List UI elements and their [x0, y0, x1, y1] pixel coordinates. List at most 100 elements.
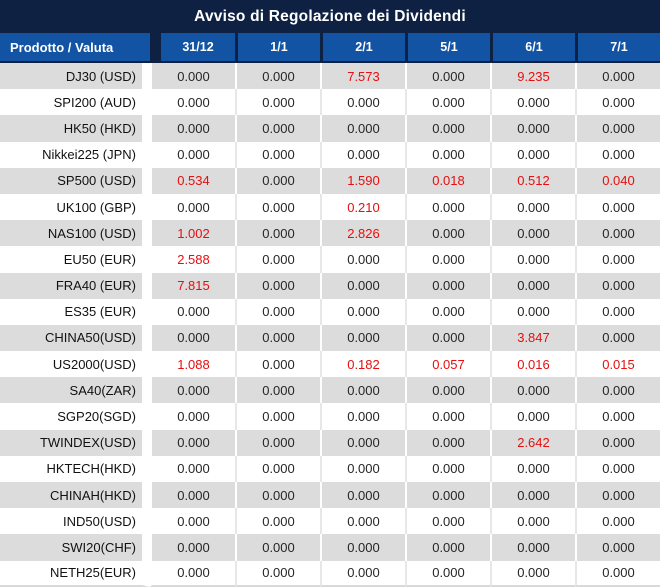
value-cell: 0.000 [575, 272, 660, 299]
product-cell: US2000(USD) [0, 351, 150, 378]
value-cell: 0.000 [235, 324, 320, 352]
value-cell: 0.000 [235, 167, 320, 194]
value-cell: 0.000 [320, 534, 405, 561]
column-header-date: 1/1 [235, 33, 320, 63]
value-cell: 0.000 [575, 324, 660, 352]
value-cell: 0.534 [150, 167, 235, 194]
value-cell: 0.000 [150, 298, 235, 325]
table-row: HK50 (HKD) 0.000 0.000 0.000 0.000 0.000 0.000 [0, 115, 660, 142]
table-row: IND50(USD) 0.000 0.000 0.000 0.000 0.000 0.000 [0, 508, 660, 535]
product-cell: NAS100 (USD) [0, 220, 150, 247]
column-header-date: 6/1 [490, 33, 575, 63]
product-cell: ES35 (EUR) [0, 298, 150, 325]
value-cell: 0.000 [490, 141, 575, 168]
value-cell: 0.000 [405, 141, 490, 168]
value-cell: 0.000 [405, 272, 490, 299]
value-cell: 0.000 [490, 560, 575, 587]
table-row: CHINA50(USD) 0.000 0.000 0.000 0.000 3.847 0.0… [0, 324, 660, 352]
table-row: SWI20(CHF) 0.000 0.000 0.000 0.000 0.000 0.000 [0, 534, 660, 561]
value-cell: 0.000 [490, 508, 575, 535]
product-cell: CHINA50(USD) [0, 324, 150, 352]
value-cell: 0.000 [150, 403, 235, 430]
table-row: CHINAH(HKD) 0.000 0.000 0.000 0.000 0.000 0.00… [0, 482, 660, 509]
column-header-product: Prodotto / Valuta [0, 33, 150, 63]
value-cell: 0.000 [150, 534, 235, 561]
value-cell: 0.000 [575, 455, 660, 482]
value-cell: 0.000 [575, 193, 660, 221]
value-cell: 0.000 [405, 298, 490, 325]
value-cell: 0.000 [490, 246, 575, 273]
value-cell: 9.235 [490, 63, 575, 90]
value-cell: 0.000 [235, 455, 320, 482]
value-cell: 7.573 [320, 63, 405, 90]
product-cell: FRA40 (EUR) [0, 272, 150, 299]
value-cell: 0.000 [405, 482, 490, 509]
value-cell: 0.000 [320, 560, 405, 587]
value-cell: 0.000 [235, 220, 320, 247]
page-title: Avviso di Regolazione dei Dividendi [0, 0, 660, 33]
value-cell: 0.000 [235, 63, 320, 90]
value-cell: 0.000 [320, 455, 405, 482]
value-cell: 0.000 [320, 89, 405, 116]
value-cell: 0.000 [150, 89, 235, 116]
value-cell: 0.000 [235, 482, 320, 509]
value-cell: 0.000 [235, 403, 320, 430]
value-cell: 0.000 [575, 298, 660, 325]
value-cell: 0.000 [405, 403, 490, 430]
table-row: SA40(ZAR) 0.000 0.000 0.000 0.000 0.000 0.000 [0, 377, 660, 404]
table-row: SPI200 (AUD) 0.000 0.000 0.000 0.000 0.000 0.0… [0, 89, 660, 116]
value-cell: 0.000 [575, 220, 660, 247]
product-cell: CHINAH(HKD) [0, 482, 150, 509]
product-cell: SGP20(SGD) [0, 403, 150, 430]
value-cell: 0.000 [235, 560, 320, 587]
value-cell: 0.000 [150, 141, 235, 168]
value-cell: 0.000 [490, 403, 575, 430]
table-row: HKTECH(HKD) 0.000 0.000 0.000 0.000 0.000 0.00… [0, 455, 660, 482]
value-cell: 0.000 [490, 455, 575, 482]
value-cell: 0.000 [235, 298, 320, 325]
value-cell: 0.000 [405, 246, 490, 273]
value-cell: 0.000 [320, 377, 405, 404]
value-cell: 0.000 [150, 482, 235, 509]
value-cell: 1.590 [320, 167, 405, 194]
table-row: DJ30 (USD) 0.000 0.000 7.573 0.000 9.235 0.000 [0, 63, 660, 90]
value-cell: 0.000 [405, 455, 490, 482]
table-row: TWINDEX(USD) 0.000 0.000 0.000 0.000 2.642 0.0… [0, 429, 660, 456]
value-cell: 0.000 [235, 534, 320, 561]
value-cell: 0.000 [150, 560, 235, 587]
value-cell: 0.000 [150, 115, 235, 142]
product-cell: SPI200 (AUD) [0, 89, 150, 116]
value-cell: 3.847 [490, 324, 575, 352]
value-cell: 0.000 [320, 324, 405, 352]
value-cell: 0.000 [320, 272, 405, 299]
column-header-date: 2/1 [320, 33, 405, 63]
header-row: Prodotto / Valuta 31/12 1/1 2/1 5/1 6/1 … [0, 33, 660, 63]
value-cell: 0.000 [235, 351, 320, 378]
value-cell: 0.000 [490, 220, 575, 247]
value-cell: 0.000 [235, 429, 320, 456]
value-cell: 0.000 [150, 193, 235, 221]
value-cell: 0.000 [405, 220, 490, 247]
value-cell: 0.000 [575, 89, 660, 116]
value-cell: 0.000 [575, 482, 660, 509]
value-cell: 0.040 [575, 167, 660, 194]
value-cell: 0.000 [235, 246, 320, 273]
value-cell: 0.000 [490, 482, 575, 509]
value-cell: 0.015 [575, 351, 660, 378]
product-cell: SWI20(CHF) [0, 534, 150, 561]
value-cell: 0.000 [575, 141, 660, 168]
value-cell: 0.000 [150, 377, 235, 404]
value-cell: 0.000 [320, 508, 405, 535]
column-header-date: 31/12 [150, 33, 235, 63]
value-cell: 0.000 [320, 429, 405, 456]
product-cell: UK100 (GBP) [0, 193, 150, 221]
value-cell: 0.000 [575, 246, 660, 273]
value-cell: 0.000 [405, 377, 490, 404]
value-cell: 0.000 [405, 324, 490, 352]
table-row: SP500 (USD) 0.534 0.000 1.590 0.018 0.512 0.04… [0, 167, 660, 194]
product-cell: IND50(USD) [0, 508, 150, 535]
value-cell: 0.000 [405, 534, 490, 561]
value-cell: 0.000 [575, 560, 660, 587]
value-cell: 0.018 [405, 167, 490, 194]
value-cell: 0.000 [405, 193, 490, 221]
